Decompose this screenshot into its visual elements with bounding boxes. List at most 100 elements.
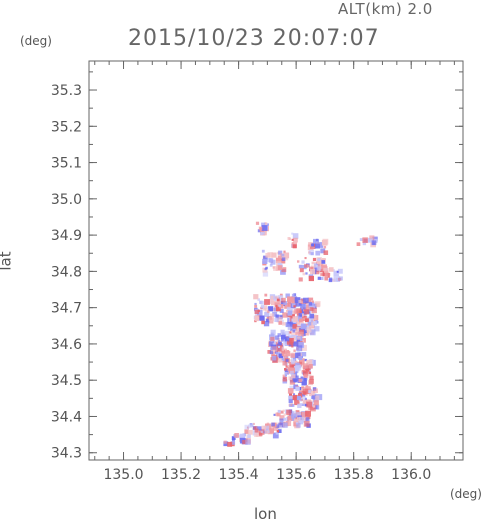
echo-cell (283, 413, 286, 416)
echo-cell (282, 312, 288, 318)
echo-cell (269, 263, 273, 267)
echo-cell (309, 374, 312, 377)
echo-cell (265, 430, 269, 434)
echo-cell (295, 386, 300, 391)
echo-cell (311, 243, 315, 247)
echo-cell (244, 424, 250, 430)
echo-cell (265, 253, 270, 258)
echo-cell (316, 259, 322, 264)
echo-cell (369, 235, 375, 241)
echo-cell (304, 263, 308, 268)
echo-cell (287, 388, 294, 394)
echo-cell (308, 275, 314, 282)
echo-cell (284, 370, 290, 375)
echo-cell (278, 341, 282, 346)
echo-cell (289, 318, 293, 322)
echo-cell (289, 392, 292, 396)
echo-cell (300, 303, 306, 310)
echo-cell (270, 313, 274, 318)
echo-cell (280, 348, 287, 355)
echo-cell (288, 237, 291, 240)
echo-cell (302, 314, 306, 318)
echo-cell (283, 301, 288, 306)
echo-cell (275, 424, 280, 429)
echo-cell (279, 308, 284, 313)
echo-cell (295, 362, 300, 368)
echo-cell (313, 262, 317, 266)
echo-cell (237, 435, 241, 438)
echo-cell (281, 358, 284, 361)
echo-cell (291, 238, 294, 241)
echo-cell (278, 321, 283, 325)
echo-cell (280, 410, 284, 414)
echo-cell (267, 252, 273, 258)
echo-cell (305, 323, 309, 327)
echo-cell (297, 260, 300, 263)
echo-cell (287, 326, 292, 330)
echo-cell (309, 390, 315, 397)
echo-cell (314, 404, 320, 410)
echo-cell (271, 252, 277, 258)
echo-cell (314, 326, 320, 332)
echo-cell (277, 295, 284, 301)
echo-cell (296, 322, 299, 325)
echo-cell (359, 238, 363, 241)
echo-cell (254, 432, 259, 437)
echo-cell (278, 304, 281, 307)
echo-cell (317, 242, 324, 248)
echo-cell (263, 305, 268, 309)
echo-cell (314, 395, 320, 400)
echo-cell (275, 314, 279, 318)
echo-cell (254, 428, 259, 433)
echo-cell (293, 308, 300, 315)
echo-cell (321, 240, 328, 246)
echo-cell (303, 370, 308, 376)
echo-cell (301, 380, 307, 386)
echo-cell (307, 316, 314, 323)
echo-cell (328, 278, 333, 283)
echo-cell (291, 359, 295, 364)
y-tick-label: 34.6 (51, 337, 82, 353)
echo-cell (260, 232, 263, 236)
echo-cell (293, 349, 296, 352)
echo-cell (317, 258, 321, 262)
echo-cell (300, 376, 303, 379)
echo-cell (309, 405, 316, 412)
echo-cell (296, 412, 301, 417)
echo-cell (291, 417, 295, 421)
echo-cell (285, 365, 288, 368)
echo-cell (256, 309, 263, 316)
echo-cell (309, 307, 314, 311)
echo-cell (337, 268, 343, 274)
echo-cell (304, 309, 310, 315)
echo-cell (273, 266, 278, 271)
echo-cell (283, 417, 286, 421)
echo-cell (260, 430, 263, 433)
echo-cell (280, 334, 286, 340)
x-axis-label: lon (254, 505, 277, 523)
echo-cell (303, 391, 307, 395)
echo-cell (286, 409, 292, 416)
echo-cell (289, 338, 294, 343)
echo-cell (265, 222, 268, 225)
echo-cell (281, 297, 286, 303)
echo-cell (302, 316, 308, 322)
echo-cell (311, 307, 317, 314)
echo-cell (292, 244, 297, 249)
echo-cell (293, 393, 295, 396)
echo-cell (309, 329, 316, 336)
echo-cell (260, 230, 265, 235)
echo-cell (275, 431, 279, 435)
echo-cell (291, 371, 297, 377)
echo-cell (293, 305, 296, 308)
echo-cell (276, 296, 279, 299)
echo-cell (290, 314, 295, 319)
echo-cell (257, 298, 260, 301)
echo-cell (281, 257, 286, 261)
echo-cell (286, 306, 293, 313)
altitude-label: ALT(km) 2.0 (338, 0, 433, 18)
echo-cell (280, 329, 285, 334)
echo-cell (291, 411, 297, 416)
echo-cell (298, 378, 303, 383)
echo-cell (322, 258, 326, 262)
